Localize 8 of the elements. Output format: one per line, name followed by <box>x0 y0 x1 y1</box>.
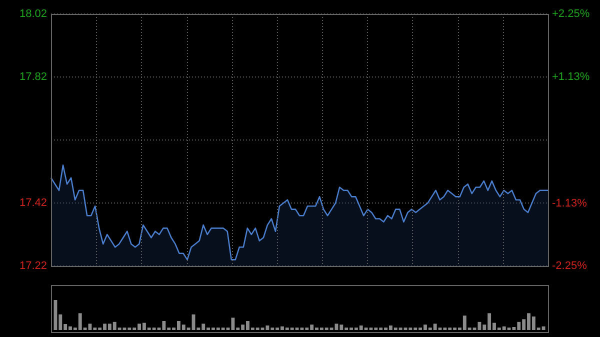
y-tick-label: 17.82 <box>19 71 47 84</box>
y2-tick-label: -1.13% <box>552 197 588 210</box>
y2-tick-label: -2.25% <box>552 260 588 272</box>
y-tick-label: 17.22 <box>19 260 47 272</box>
y-tick-label: 18.02 <box>19 8 47 20</box>
y2-tick-label: +1.13% <box>552 70 590 83</box>
y-tick-label: 17.42 <box>19 197 47 210</box>
y2-tick-label: +2.25% <box>552 8 590 20</box>
